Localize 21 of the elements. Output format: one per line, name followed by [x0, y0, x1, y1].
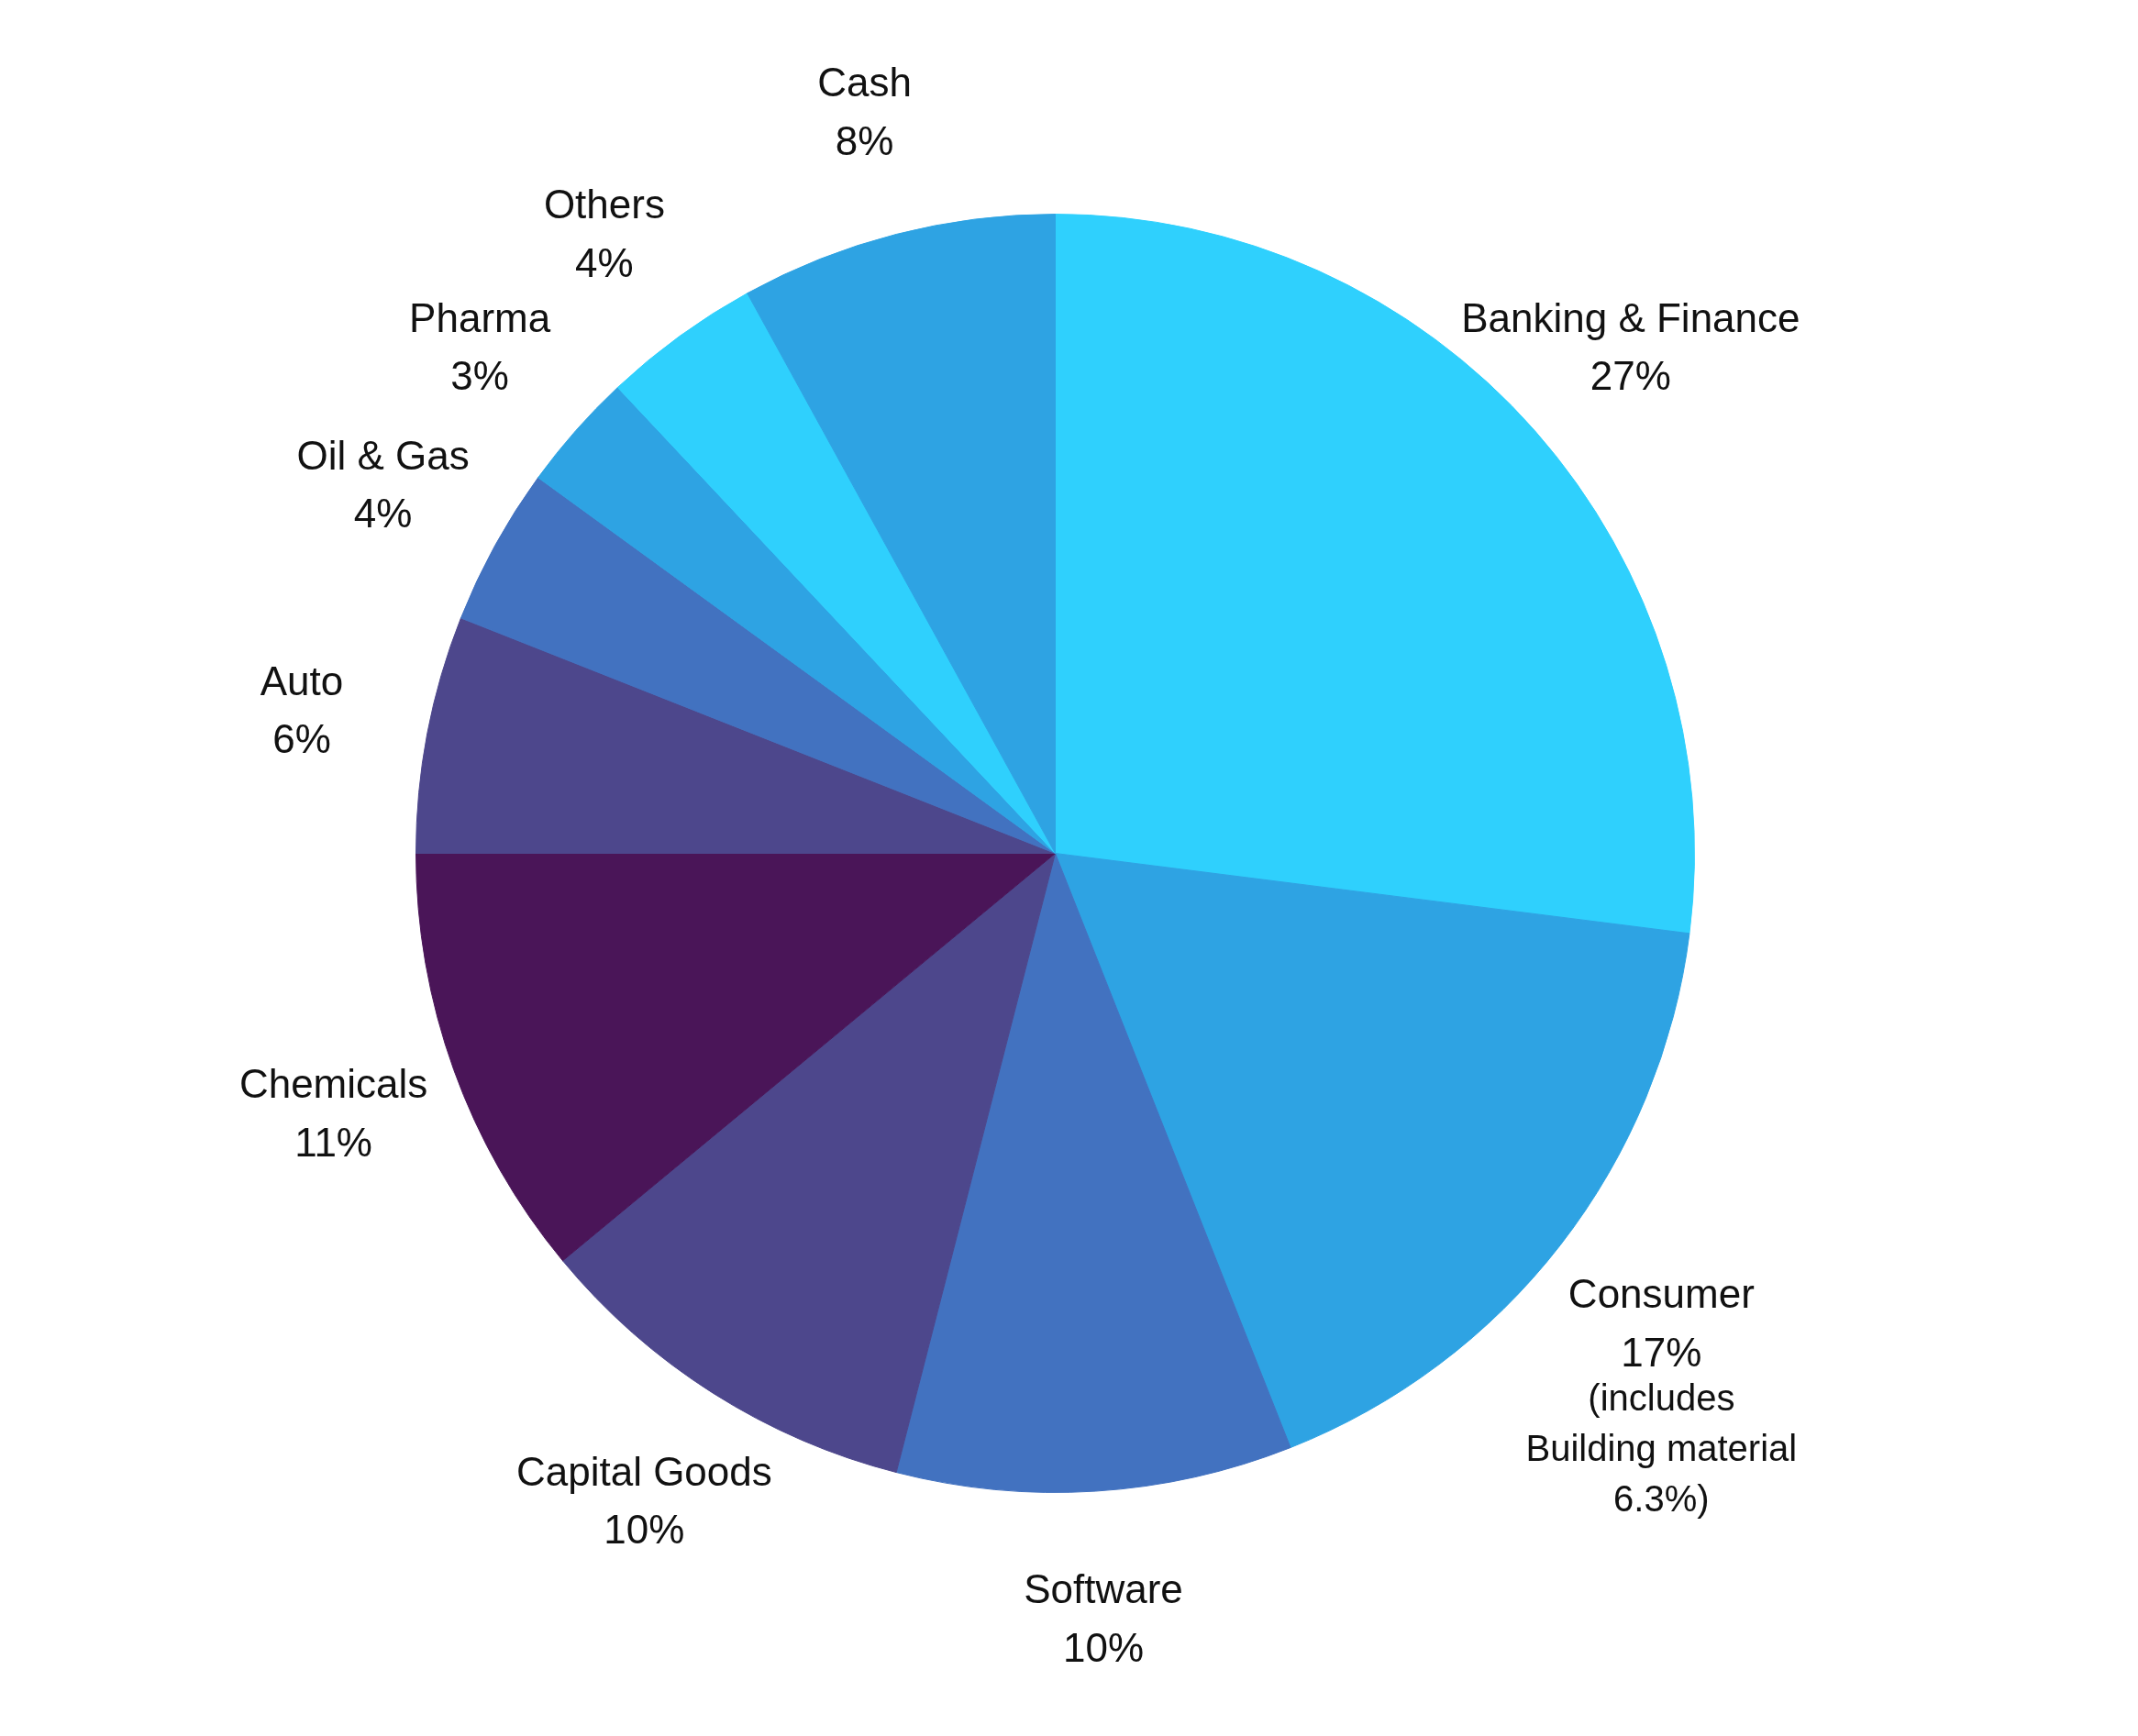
slice-label: Auto: [260, 658, 344, 703]
slice-label: Software: [1024, 1565, 1183, 1611]
slice-label: Consumer: [1567, 1271, 1755, 1317]
text: (includes Building material 6.3%): [1525, 1377, 1798, 1520]
data-label: 6%: [272, 716, 331, 762]
slice-label: Capital Goods: [515, 1448, 772, 1494]
data-label: 8%: [835, 117, 894, 163]
data-label: 17%: [1621, 1329, 1702, 1375]
data-label: 4%: [353, 491, 413, 536]
slice-label: Oil & Gas: [296, 432, 470, 478]
slice-label: Banking & Finance: [1461, 294, 1800, 340]
data-label: 4%: [575, 239, 634, 285]
slice-label: Pharma: [409, 294, 551, 340]
slice-label: Others: [543, 182, 665, 227]
data-label: 10%: [604, 1507, 685, 1553]
data-label: 3%: [450, 353, 509, 399]
data-label: 10%: [1062, 1624, 1145, 1670]
slice-label: Chemicals: [238, 1061, 428, 1107]
slice-label: Cash: [817, 59, 912, 105]
data-label: 27%: [1590, 353, 1671, 399]
data-label: 11%: [294, 1119, 373, 1165]
